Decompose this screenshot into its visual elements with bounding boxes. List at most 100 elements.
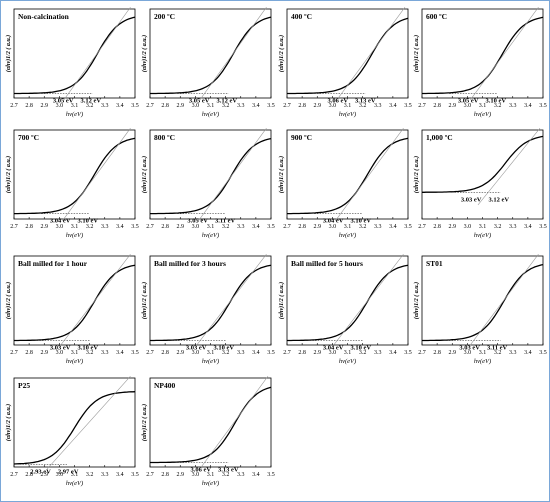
- bandgap-label-1: 3.03 eV: [186, 345, 207, 352]
- bandgap-label-1: 2.93 eV: [30, 468, 51, 475]
- x-tick-label: 3.4: [524, 350, 532, 356]
- x-tick-label: 3.5: [267, 103, 275, 109]
- x-tick-label: 3.1: [344, 350, 352, 356]
- absorption-curve: [150, 264, 272, 342]
- y-axis-label: (αhν)1/2 ( a.u.): [413, 156, 420, 193]
- x-tick-label: 3.0: [329, 103, 337, 109]
- panel-title: 900 ºC: [291, 133, 312, 142]
- x-tick-label: 2.7: [10, 472, 18, 478]
- bandgap-label-1: 3.05 eV: [458, 98, 479, 105]
- panel-title: 400 ºC: [291, 12, 312, 21]
- x-tick-label: 2.8: [433, 103, 441, 109]
- x-tick-label: 3.2: [222, 472, 230, 478]
- x-tick-label: 3.0: [56, 103, 64, 109]
- panel-title: Ball milled for 3 hours: [154, 259, 226, 268]
- plot-frame: [421, 255, 544, 346]
- panel: 800 ºC 2.7 2.8 2.9 3.0 3.1 3.2 3.3 3.4 3.5 hv(eV) (…: [141, 128, 275, 239]
- x-tick-label: 2.8: [161, 472, 169, 478]
- y-axis-label: (αhν)1/2 ( a.u.): [278, 35, 285, 72]
- x-tick-label: 3.2: [494, 350, 502, 356]
- x-tick-label: 3.2: [359, 350, 367, 356]
- x-tick-label: 3.1: [479, 224, 487, 230]
- x-tick-label: 2.9: [177, 224, 185, 230]
- x-axis-label: hv(eV): [474, 358, 491, 365]
- x-tick-label: 3.1: [207, 472, 215, 478]
- x-tick-label: 3.0: [329, 224, 337, 230]
- x-tick-label: 3.3: [374, 224, 382, 230]
- x-tick-label: 2.9: [449, 350, 457, 356]
- y-axis-label: (αhν)1/2 ( a.u.): [413, 35, 420, 72]
- panel: 200 ºC 2.7 2.8 2.9 3.0 3.1 3.2 3.3 3.4 3.5 hv(eV) (…: [141, 7, 275, 118]
- x-tick-label: 3.4: [252, 350, 260, 356]
- y-axis-label: (αhν)1/2 ( a.u.): [141, 404, 148, 441]
- absorption-curve: [287, 17, 409, 95]
- absorption-curve: [14, 137, 136, 215]
- x-tick-label: 3.5: [267, 350, 275, 356]
- x-tick-label: 3.2: [86, 103, 94, 109]
- bandgap-label-2: 3.12 eV: [489, 196, 510, 203]
- absorption-curve: [422, 135, 544, 193]
- x-tick-label: 3.1: [71, 103, 79, 109]
- y-axis-label: (αhν)1/2 ( a.u.): [278, 156, 285, 193]
- x-tick-label: 3.0: [192, 224, 200, 230]
- x-tick-label: 2.9: [449, 224, 457, 230]
- x-axis-label: hv(eV): [339, 232, 356, 239]
- x-tick-label: 3.1: [71, 224, 79, 230]
- x-tick-label: 3.5: [539, 350, 547, 356]
- x-tick-label: 3.3: [237, 472, 245, 478]
- x-tick-label: 2.7: [10, 103, 18, 109]
- x-axis-label: hv(eV): [339, 358, 356, 365]
- x-tick-label: 3.2: [222, 224, 230, 230]
- panel: 1,000 ºC 2.7 2.8 2.9 3.0 3.1 3.2 3.3 3.4 3.5 hv(eV…: [413, 128, 547, 239]
- x-tick-label: 3.0: [329, 350, 337, 356]
- panel-title: 200 ºC: [154, 12, 175, 21]
- x-tick-label: 3.1: [479, 103, 487, 109]
- x-tick-label: 3.2: [86, 350, 94, 356]
- x-tick-label: 3.1: [344, 103, 352, 109]
- bandgap-label-1: 3.05 eV: [189, 98, 210, 105]
- x-tick-label: 3.0: [192, 103, 200, 109]
- bandgap-label-2: 3.13 eV: [218, 467, 239, 474]
- x-tick-label: 3.5: [404, 103, 412, 109]
- x-tick-label: 3.0: [56, 472, 64, 478]
- x-axis-label: hv(eV): [202, 480, 219, 487]
- x-tick-label: 3.5: [131, 224, 139, 230]
- plot-frame: [13, 255, 136, 346]
- x-tick-label: 2.9: [177, 472, 185, 478]
- x-tick-label: 2.9: [41, 103, 49, 109]
- x-tick-label: 2.8: [25, 103, 33, 109]
- x-tick-label: 2.8: [161, 350, 169, 356]
- tangent-line: [198, 128, 267, 221]
- panel: P25 2.7 2.8 2.9 3.0 3.1 3.2 3.3 3.4 3.5 hv(eV) (αhν…: [5, 376, 139, 487]
- plot-frame: [13, 129, 136, 220]
- x-axis-label: hv(eV): [339, 111, 356, 118]
- panel-title: 800 ºC: [154, 133, 175, 142]
- x-tick-label: 3.4: [116, 350, 124, 356]
- x-tick-label: 3.3: [101, 472, 109, 478]
- x-tick-label: 3.4: [252, 224, 260, 230]
- x-tick-label: 3.3: [101, 103, 109, 109]
- bandgap-label-2: 3.11 eV: [487, 345, 508, 352]
- x-tick-label: 2.8: [25, 224, 33, 230]
- panel: NP400 2.7 2.8 2.9 3.0 3.1 3.2 3.3 3.4 3.5 hv(eV) (α…: [141, 376, 275, 487]
- y-axis-label: (αhν)1/2 ( a.u.): [5, 404, 12, 441]
- x-tick-label: 2.9: [314, 224, 322, 230]
- x-tick-label: 3.1: [207, 103, 215, 109]
- x-tick-label: 3.1: [71, 472, 79, 478]
- x-axis-label: hv(eV): [202, 358, 219, 365]
- x-axis-label: hv(eV): [202, 111, 219, 118]
- y-axis-label: (αhν)1/2 ( a.u.): [278, 282, 285, 319]
- bandgap-label-1: 3.03 eV: [461, 196, 482, 203]
- x-tick-label: 3.0: [464, 103, 472, 109]
- x-tick-label: 3.3: [101, 224, 109, 230]
- plot-frame: [149, 255, 272, 346]
- x-tick-label: 2.7: [146, 103, 154, 109]
- x-tick-label: 3.5: [267, 472, 275, 478]
- x-tick-label: 2.8: [25, 472, 33, 478]
- absorption-curve: [287, 264, 409, 342]
- tangent-line: [332, 254, 404, 347]
- x-tick-label: 2.9: [314, 350, 322, 356]
- absorption-curve: [150, 137, 272, 215]
